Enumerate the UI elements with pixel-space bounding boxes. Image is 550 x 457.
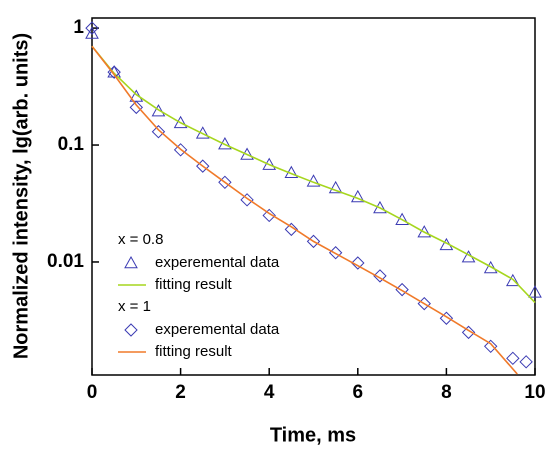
data-point — [151, 104, 166, 117]
data-point — [351, 256, 365, 270]
y-tick-label: 0.1 — [58, 134, 85, 155]
x-axis-title: Time, ms — [270, 424, 356, 446]
data-point — [519, 355, 533, 369]
legend-label: experemental data — [155, 321, 280, 338]
data-point — [483, 339, 498, 354]
data-point — [129, 100, 144, 115]
x-tick-label: 10 — [524, 382, 545, 403]
x-tick-label: 0 — [87, 382, 98, 403]
data-point — [506, 273, 520, 287]
data-point — [506, 351, 520, 366]
fit-line — [91, 45, 536, 304]
legend-group-title: x = 1 — [118, 298, 151, 315]
data-point — [439, 311, 454, 325]
legend-label: fitting result — [155, 343, 233, 360]
data-point — [395, 212, 409, 225]
data-point — [85, 26, 99, 39]
data-point — [173, 115, 188, 129]
legend-label: experemental data — [155, 254, 280, 271]
fit-line — [91, 45, 518, 375]
data-point — [417, 225, 432, 238]
plot-frame — [91, 17, 536, 376]
y-tick-label: 1 — [73, 17, 84, 38]
legend-swatch — [124, 323, 138, 337]
data-point — [350, 189, 365, 203]
data-point — [151, 125, 166, 139]
legend-swatch — [124, 255, 138, 269]
legend-group-title: x = 0.8 — [118, 231, 163, 248]
data-point — [85, 21, 99, 35]
data-point — [483, 260, 498, 274]
y-tick-label: 0.01 — [47, 251, 84, 272]
x-tick-label: 6 — [353, 382, 364, 403]
x-tick-label: 4 — [264, 382, 275, 403]
data-point — [328, 180, 343, 194]
data-point — [240, 193, 254, 207]
data-point — [373, 269, 387, 283]
x-tick-label: 2 — [175, 382, 186, 403]
x-tick-label: 8 — [441, 382, 452, 403]
legend-label: fitting result — [155, 276, 233, 293]
data-point — [173, 143, 188, 157]
data-point — [196, 159, 210, 173]
y-axis-title: Normalized intensity, lg(arb. units) — [10, 33, 32, 359]
data-point — [284, 222, 299, 237]
data-point — [262, 208, 276, 223]
data-point — [461, 325, 476, 340]
data-point — [528, 285, 542, 298]
